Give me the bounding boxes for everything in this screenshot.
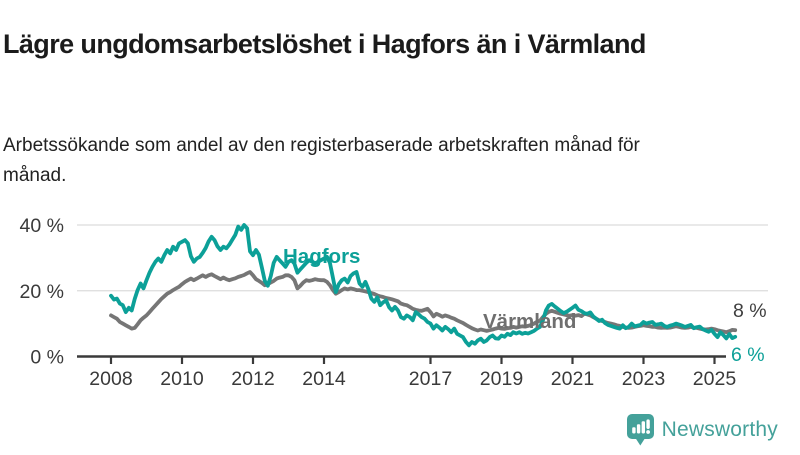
end-label-backing <box>726 345 770 365</box>
y-tick-label: 0 % <box>30 347 64 369</box>
varmland-end-label: 8 % <box>733 300 767 322</box>
x-tick-label: 2025 <box>693 368 737 390</box>
x-tick-label: 2008 <box>89 368 132 390</box>
y-tick-label: 40 % <box>20 215 64 237</box>
newsworthy-logo: Newsworthy <box>626 413 778 447</box>
x-tick-label: 2021 <box>551 368 594 390</box>
vrmland-line <box>109 270 738 335</box>
page-title: Lägre ungdomsarbetslöshet i Hagfors än i… <box>3 29 646 60</box>
vrmland-series-label: Värmland <box>483 310 576 333</box>
x-tick-label: 2012 <box>231 368 274 390</box>
hagfors-series-label: Hagfors <box>283 245 360 268</box>
x-tick-label: 2014 <box>302 368 346 390</box>
y-tick-label: 20 % <box>20 281 64 303</box>
x-tick-label: 2010 <box>160 368 204 390</box>
newsworthy-logo-text: Newsworthy <box>661 418 778 441</box>
hagfors-end-label: 6 % <box>731 344 765 366</box>
x-tick-label: 2023 <box>622 368 665 390</box>
x-tick-label: 2017 <box>409 368 452 390</box>
page-subtitle: Arbetssökande som andel av den registerb… <box>3 135 640 186</box>
x-tick-label: 2019 <box>480 368 523 390</box>
bar-chart-speech-bubble-icon <box>626 414 654 446</box>
hagfors-line <box>109 223 738 348</box>
